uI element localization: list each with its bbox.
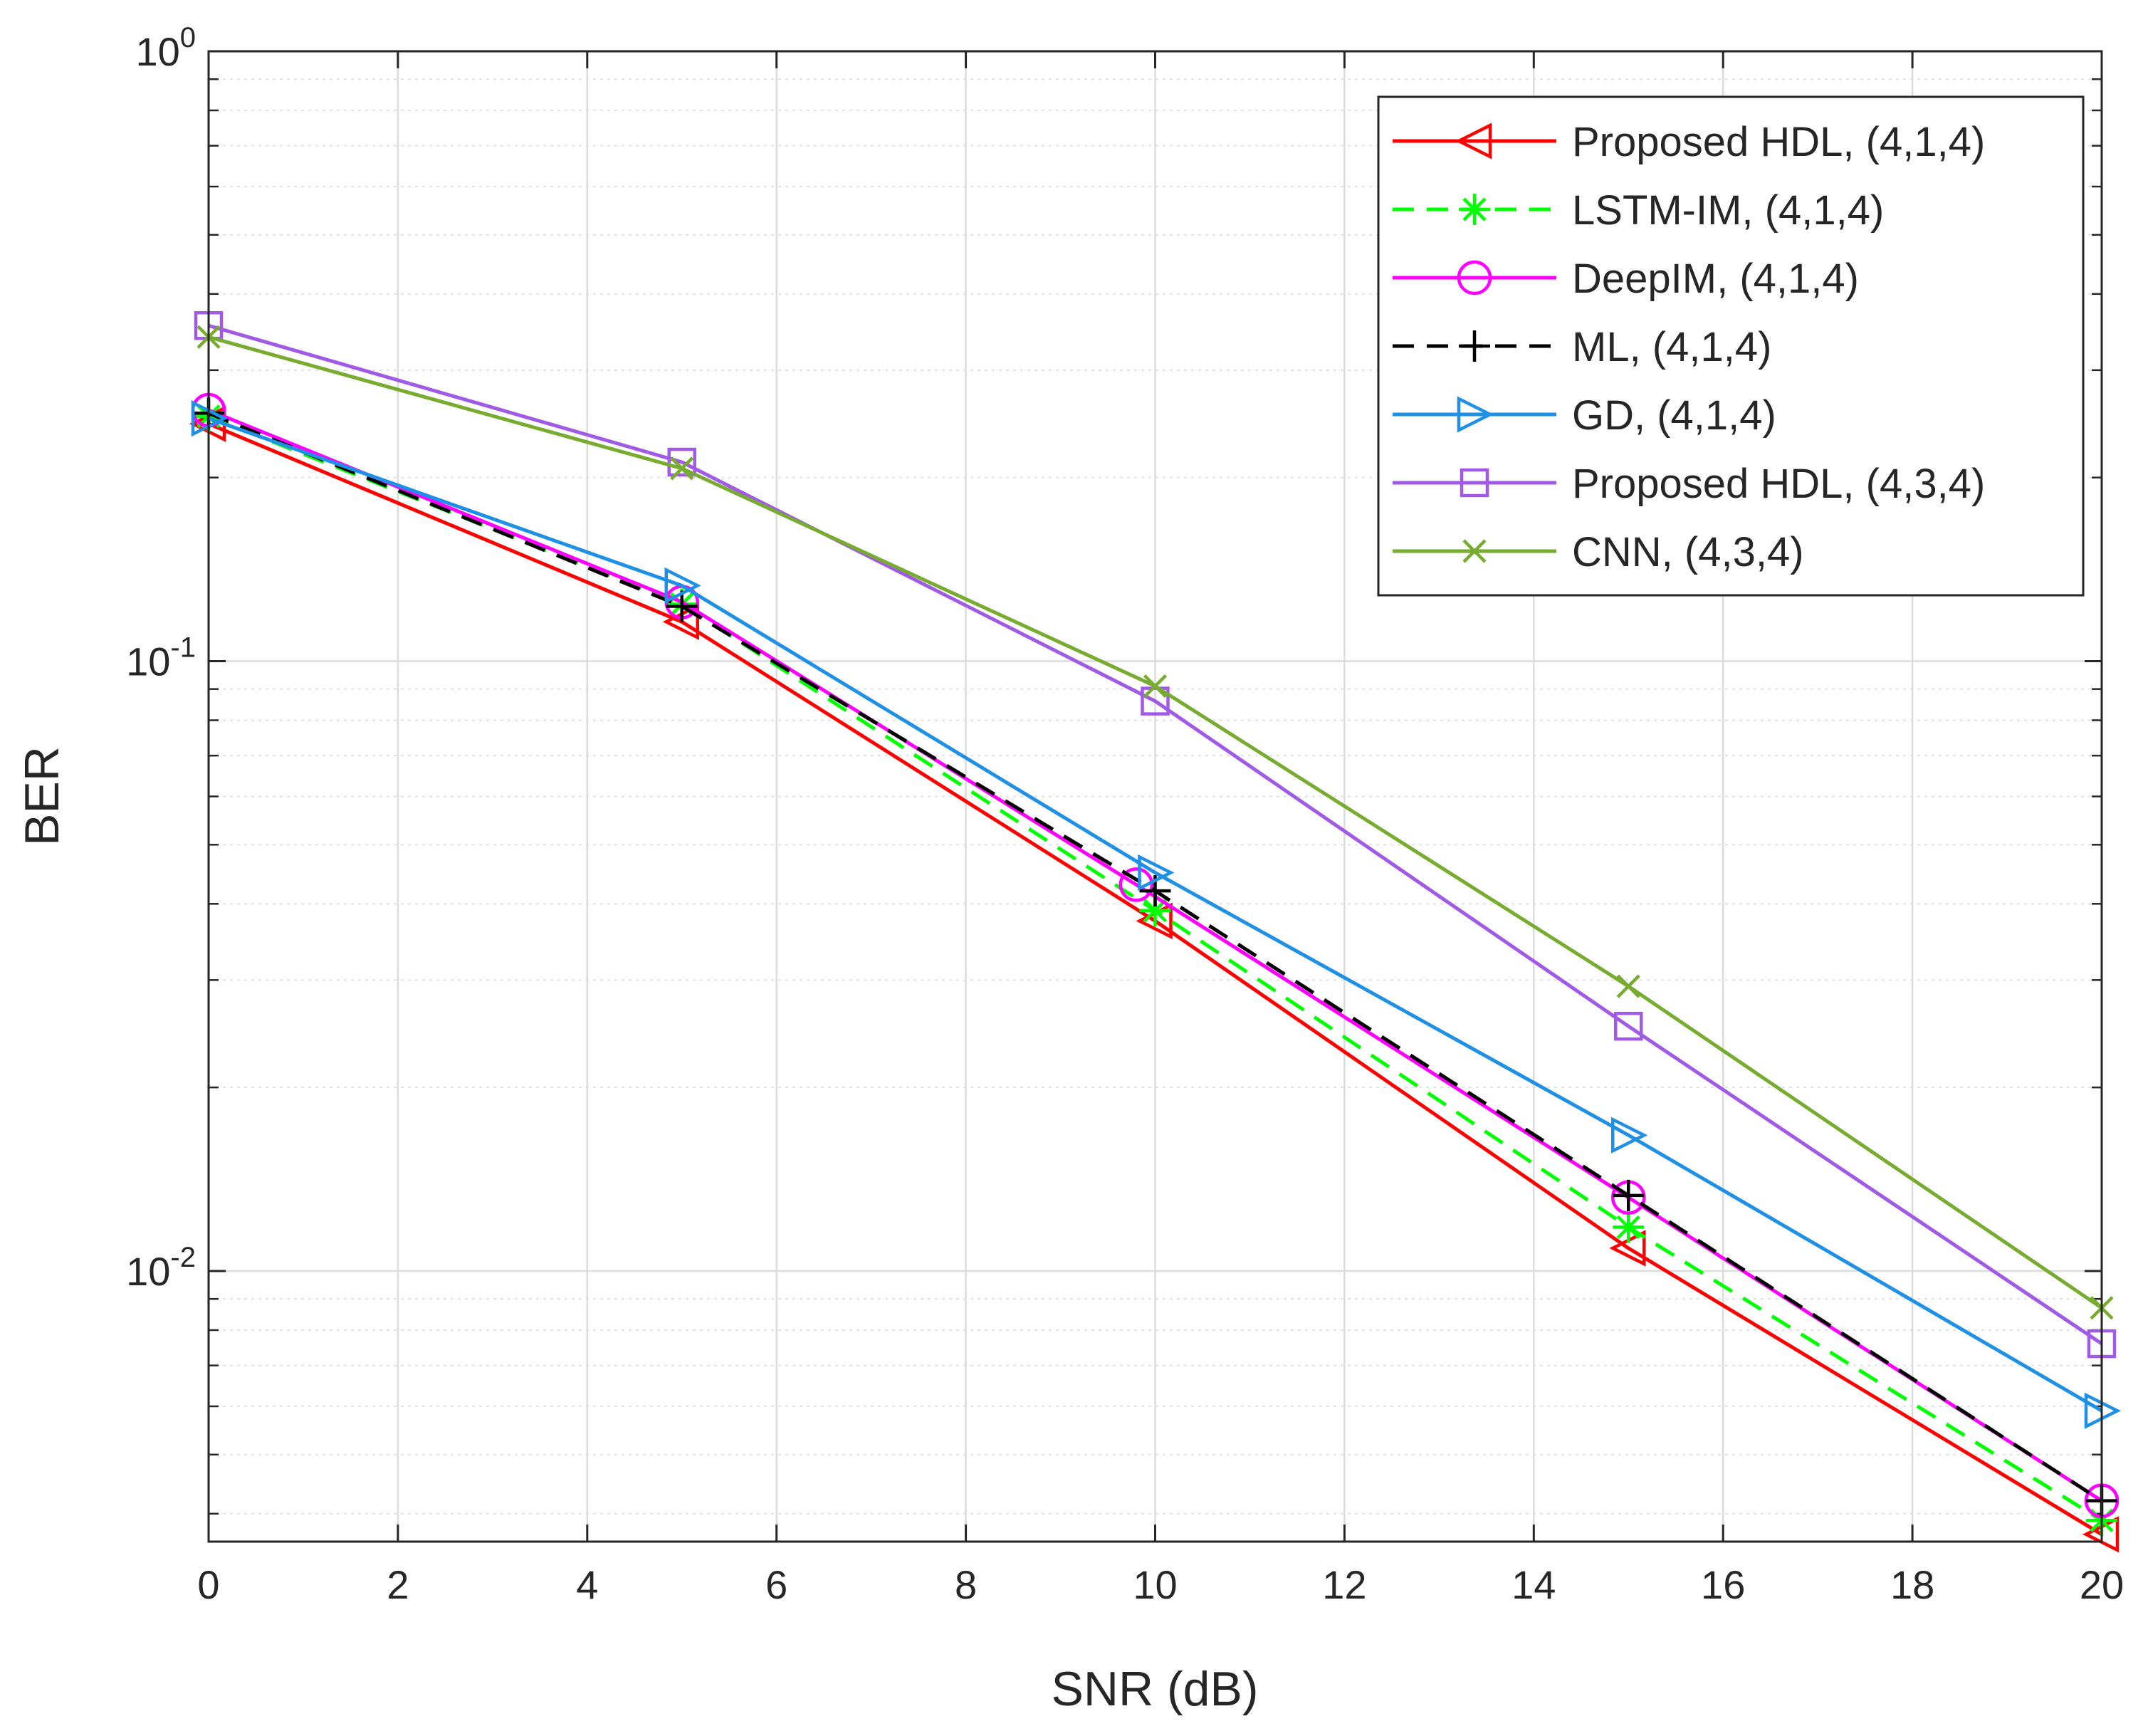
series-layer: [189, 310, 2122, 1553]
legend-entry: Proposed HDL, (4,1,4): [1393, 119, 1985, 165]
data-point: [1614, 1011, 1643, 1041]
x-tick-label: 10: [1133, 1562, 1177, 1607]
data-point: [1616, 974, 1640, 998]
legend-marker: [1457, 260, 1492, 296]
data-point: [664, 567, 701, 605]
legend-marker: [1460, 468, 1489, 498]
data-point: [1118, 867, 1154, 902]
x-tick-label: 12: [1322, 1562, 1366, 1607]
data-point: [1613, 1179, 1645, 1211]
y-axis-label: BER: [15, 746, 69, 846]
y-tick-base: 10: [135, 29, 179, 74]
legend-entry: GD, (4,1,4): [1393, 392, 1776, 439]
data-point: [1613, 1211, 1645, 1243]
x-axis-label: SNR (dB): [1052, 1662, 1259, 1716]
legend-entry: CNN, (4,3,4): [1393, 529, 1804, 575]
x-tick-label: 16: [1701, 1562, 1745, 1607]
y-tick-exponent: -1: [170, 632, 196, 663]
data-point: [1138, 854, 1175, 891]
legend-marker: [1457, 396, 1494, 433]
legend-label: ML, (4,1,4): [1572, 324, 1771, 370]
x-tick-label: 2: [387, 1562, 409, 1607]
x-tick-label: 14: [1511, 1562, 1556, 1607]
y-tick-base: 10: [126, 639, 170, 684]
y-tick-exponent: -2: [170, 1242, 196, 1273]
legend-marker: [1459, 194, 1490, 225]
data-point: [667, 447, 696, 477]
y-tick-label: 10-2: [126, 1242, 196, 1294]
legend-label: GD, (4,1,4): [1572, 392, 1776, 439]
legend-entry: ML, (4,1,4): [1393, 324, 1771, 370]
x-tick-label: 4: [576, 1562, 598, 1607]
series-line: [208, 417, 2103, 1413]
data-point: [670, 456, 694, 481]
legend-label: Proposed HDL, (4,3,4): [1572, 461, 1985, 507]
data-point: [666, 590, 698, 622]
data-point: [1139, 894, 1171, 926]
y-tick-label: 10-1: [126, 632, 196, 684]
y-tick-exponent: 0: [180, 22, 196, 53]
x-tick-label: 6: [765, 1562, 787, 1607]
y-tick-label: 100: [135, 22, 196, 74]
legend-label: LSTM-IM, (4,1,4): [1572, 187, 1884, 234]
legend-entry: LSTM-IM, (4,1,4): [1393, 187, 1884, 234]
x-tick-label: 0: [197, 1562, 219, 1607]
data-point: [1143, 674, 1168, 699]
x-tick-label: 8: [955, 1562, 977, 1607]
x-tick-label: 20: [2080, 1562, 2124, 1607]
legend-label: CNN, (4,3,4): [1572, 529, 1804, 575]
minor-grid: [209, 78, 2102, 1515]
legend: Proposed HDL, (4,1,4) LSTM-IM, (4,1,4) Dee…: [1377, 95, 2085, 597]
legend-marker: [1455, 122, 1492, 160]
legend-label: Proposed HDL, (4,1,4): [1572, 119, 1985, 165]
x-tick-labels: 0 2 4 6 8 10 12 14 16 18 20: [197, 1562, 2124, 1607]
axes-box: [207, 50, 2103, 1543]
legend-marker: [1459, 330, 1490, 362]
legend-entry: DeepIM, (4,1,4): [1393, 256, 1859, 302]
series-5: [194, 310, 2117, 1359]
series-line: [208, 323, 2103, 1346]
legend-label: DeepIM, (4,1,4): [1572, 256, 1859, 302]
legend-entry: Proposed HDL, (4,3,4): [1393, 461, 1985, 507]
data-point: [1611, 1117, 1648, 1154]
y-tick-base: 10: [126, 1249, 170, 1294]
x-tick-label: 18: [1890, 1562, 1934, 1607]
legend-marker: [1462, 539, 1487, 563]
